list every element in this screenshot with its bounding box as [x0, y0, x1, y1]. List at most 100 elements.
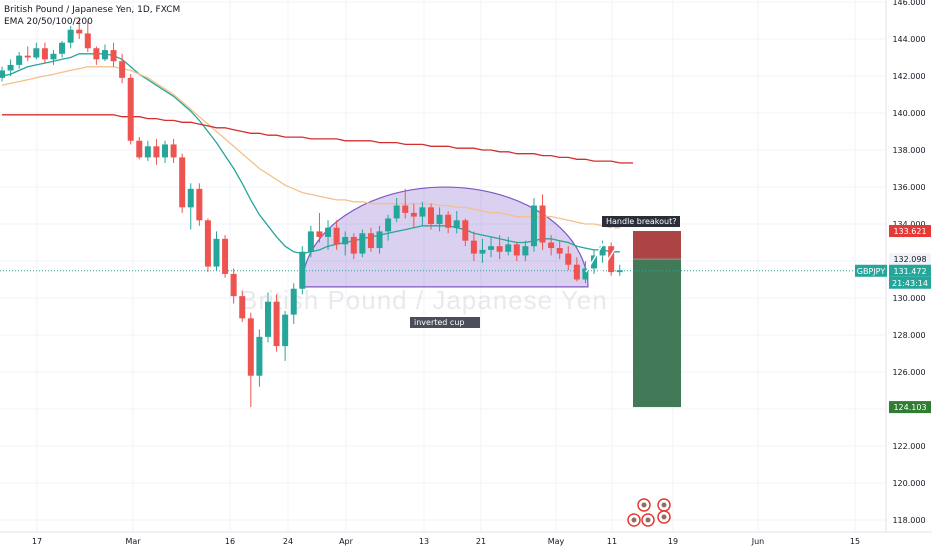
candle-body — [290, 288, 297, 315]
candle-body — [359, 233, 366, 254]
price-tick-label: 134.000 — [892, 220, 925, 229]
handle-channel-lower[interactable] — [593, 234, 625, 282]
ema-line-3 — [2, 114, 620, 164]
candle-body — [445, 214, 452, 228]
price-tick-label: 122.000 — [892, 442, 925, 451]
candle-body — [24, 55, 31, 58]
ema-line-2 — [1, 66, 620, 229]
candle-body — [376, 231, 383, 249]
last-price-badge-bg — [889, 264, 931, 277]
countdown-badge: 21:43:14 — [892, 279, 928, 288]
event-flag-icon — [631, 517, 637, 523]
last-price-badge: 131.472 — [893, 267, 926, 276]
price-tick-label: 136.000 — [892, 183, 925, 192]
chart-legend: British Pound / Japanese Yen, 1D, FXCM E… — [4, 4, 180, 28]
candle-body — [599, 246, 606, 256]
candle-body — [162, 144, 169, 158]
chart-title[interactable]: British Pound / Japanese Yen, 1D, FXCM — [4, 5, 181, 15]
event-flag-icon — [641, 502, 647, 508]
position-zones[interactable] — [0, 231, 886, 408]
inverted-cup-note[interactable]: inverted cup — [410, 317, 480, 328]
candle-body — [573, 264, 580, 280]
candle-body — [179, 157, 186, 208]
candle-body — [59, 42, 66, 54]
candle-body — [41, 48, 48, 60]
candle-body — [496, 246, 503, 252]
candle-body — [33, 48, 40, 58]
candle-body — [282, 314, 289, 347]
candle-body — [479, 249, 486, 254]
time-tick-label: 21 — [476, 537, 486, 546]
candle-body — [110, 50, 117, 62]
candle-body — [608, 246, 615, 273]
take-profit-zone[interactable] — [633, 259, 681, 408]
candle-body — [256, 336, 263, 376]
symbol-watermark: British Pound / Japanese Yen — [240, 285, 608, 315]
event-flag-icon — [661, 514, 667, 520]
candle-body — [393, 205, 400, 219]
stop-price-badge-bg — [889, 225, 931, 238]
event-flag-icon — [645, 517, 651, 523]
candle-body — [325, 227, 332, 237]
candle-body — [0, 70, 5, 78]
candle-body — [7, 64, 14, 71]
candle-body — [428, 207, 434, 224]
candle-body — [239, 296, 246, 319]
candle-body — [350, 236, 357, 254]
price-tick-label: 128.000 — [892, 331, 925, 340]
candle-body — [136, 140, 143, 158]
price-tick-label: 146.000 — [892, 0, 925, 7]
symbol-tag: GBPJPY — [857, 267, 886, 276]
candle-body — [222, 238, 229, 274]
candle-body — [505, 244, 512, 252]
time-axis[interactable]: 17 Mar 16 24 Apr 13 21 May 11 19 Jun 15 — [32, 537, 860, 546]
price-tick-label: 130.000 — [892, 294, 925, 303]
candle-body — [385, 218, 392, 232]
symbol-tag-bg — [855, 264, 887, 277]
target-price-badge-bg — [889, 401, 931, 414]
stop-price-badge: 133.621 — [893, 227, 926, 236]
handle-channel-upper[interactable] — [585, 225, 615, 273]
candle-body — [488, 246, 495, 250]
candle-body — [119, 61, 126, 78]
candle-body — [84, 33, 91, 49]
target-price-badge: 124.103 — [893, 403, 926, 412]
candle-body — [616, 270, 623, 273]
candle-body — [342, 236, 349, 245]
candle-body — [565, 253, 572, 265]
time-tick-label: 13 — [419, 537, 429, 546]
time-tick-label: 16 — [225, 537, 235, 546]
price-tick-label: 144.000 — [892, 35, 925, 44]
indicator-label[interactable]: EMA 20/50/100/200 — [4, 17, 93, 27]
candle-body — [247, 318, 254, 376]
handle-breakout-note[interactable]: Handle breakout? — [602, 216, 681, 227]
candle-body — [101, 50, 108, 60]
candle-body — [591, 255, 598, 269]
candle-body — [462, 220, 469, 241]
stop-loss-zone[interactable] — [633, 231, 681, 260]
candle-body — [402, 205, 409, 213]
candle-body — [170, 144, 177, 158]
event-markers[interactable] — [627, 498, 671, 527]
time-tick-label: 19 — [668, 537, 678, 546]
candle-body — [127, 77, 134, 141]
price-tick-label: 140.000 — [892, 109, 925, 118]
price-tick-label: 126.000 — [892, 368, 925, 377]
candle-body — [582, 268, 589, 280]
candle-body — [273, 301, 280, 347]
trend-drawings[interactable] — [585, 225, 625, 282]
time-tick-label: 15 — [850, 537, 860, 546]
candle-body — [367, 233, 374, 249]
candle-body — [187, 188, 194, 208]
candle-body — [213, 238, 220, 267]
candle-body — [299, 251, 306, 289]
candle-body — [93, 48, 100, 60]
candle-body — [204, 220, 211, 267]
price-tick-label: 118.000 — [892, 516, 925, 525]
candle-body — [453, 220, 460, 228]
candle-body — [230, 273, 237, 297]
candle-body — [153, 146, 160, 158]
candle-body — [530, 205, 537, 247]
